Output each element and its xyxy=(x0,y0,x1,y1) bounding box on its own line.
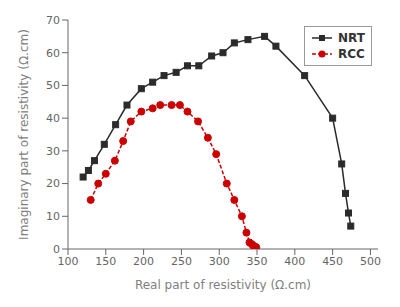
svg-text:30: 30 xyxy=(46,145,60,158)
svg-text:250: 250 xyxy=(171,255,192,268)
svg-text:10: 10 xyxy=(46,210,60,223)
svg-text:Real part of resistivity (Ω.cm: Real part of resistivity (Ω.cm) xyxy=(135,278,311,292)
svg-text:0: 0 xyxy=(53,243,60,256)
svg-text:150: 150 xyxy=(95,255,116,268)
svg-text:350: 350 xyxy=(247,255,268,268)
svg-text:450: 450 xyxy=(322,255,343,268)
svg-text:40: 40 xyxy=(46,112,60,125)
svg-text:100: 100 xyxy=(58,255,79,268)
svg-text:20: 20 xyxy=(46,177,60,190)
svg-text:50: 50 xyxy=(46,79,60,92)
svg-text:60: 60 xyxy=(46,47,60,60)
svg-text:200: 200 xyxy=(133,255,154,268)
html-text:RCC: RCC xyxy=(338,47,365,61)
html-text:NRT: NRT xyxy=(338,31,365,45)
svg-text:500: 500 xyxy=(360,255,381,268)
svg-text:300: 300 xyxy=(209,255,230,268)
svg-text:400: 400 xyxy=(284,255,305,268)
svg-text:70: 70 xyxy=(46,14,60,27)
svg-text:Imaginary part of resistivity: Imaginary part of resistivity (Ω.cm) xyxy=(17,29,31,240)
